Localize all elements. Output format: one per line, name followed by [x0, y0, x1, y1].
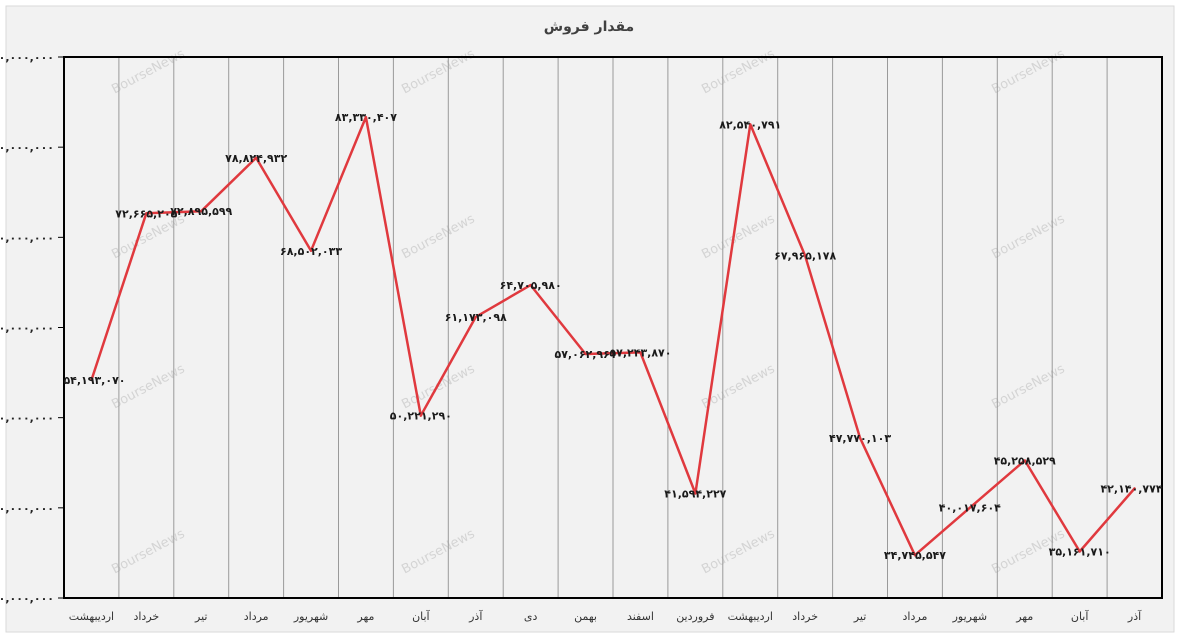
- data-label: ۸۲,۵۴۰,۷۹۱: [719, 118, 781, 131]
- chart-title: مقدار فروش: [544, 19, 634, 35]
- x-tick-label: بهمن: [574, 610, 597, 623]
- data-label: ۴۲,۱۴۰,۷۷۴: [1100, 483, 1162, 496]
- data-label: ۳۴,۷۴۵,۵۴۷: [884, 549, 946, 562]
- gridlines: [118, 57, 1108, 598]
- y-tick-label: ۷۰,۰۰۰,۰۰۰: [0, 231, 54, 244]
- x-tick-label: خرداد: [133, 610, 159, 623]
- y-tick-label: ۹۰,۰۰۰,۰۰۰: [0, 51, 54, 64]
- data-label: ۶۸,۵۰۲,۰۳۳: [280, 245, 342, 258]
- data-label: ۶۱,۱۷۳,۰۹۸: [445, 311, 507, 324]
- data-label: ۷۲,۸۹۵,۵۹۹: [170, 205, 232, 218]
- x-tick-label: خرداد: [792, 610, 818, 623]
- y-tick-label: ۵۰,۰۰۰,۰۰۰: [0, 412, 54, 425]
- y-tick-label: ۶۰,۰۰۰,۰۰۰: [0, 322, 54, 335]
- y-tick-label: ۸۰,۰۰۰,۰۰۰: [0, 141, 54, 154]
- chart-area: [5, 5, 1175, 633]
- plot-area-border: [63, 56, 1163, 599]
- x-tick-label: آذر: [468, 609, 483, 623]
- data-label: ۸۳,۳۳۰,۴۰۷: [335, 111, 397, 124]
- data-label: ۶۷,۹۶۵,۱۷۸: [774, 250, 836, 263]
- data-label: ۷۸,۸۲۴,۹۳۲: [225, 152, 287, 165]
- x-tick-label: تیر: [194, 610, 207, 623]
- data-label: ۴۱,۵۹۴,۲۲۷: [664, 487, 726, 500]
- x-tick-label: آبان: [1071, 609, 1089, 623]
- x-tick-label: اردیبهشت: [728, 610, 773, 623]
- data-label: ۵۴,۱۹۳,۰۷۰: [63, 374, 125, 387]
- data-label: ۴۵,۲۵۸,۵۲۹: [994, 454, 1056, 467]
- data-label: ۴۰,۰۱۷,۶۰۴: [939, 502, 1001, 515]
- y-axis: ۳۰,۰۰۰,۰۰۰ ۴۰,۰۰۰,۰۰۰ ۵۰,۰۰۰,۰۰۰ ۶۰,۰۰۰,۰۰۰…: [0, 51, 64, 605]
- x-tick-label: دی: [524, 610, 538, 623]
- x-tick-label: شهریور: [293, 610, 328, 623]
- data-label: ۵۷,۲۴۳,۸۷۰: [609, 346, 671, 359]
- x-tick-label: آذر: [1127, 609, 1142, 623]
- x-tick-label: آبان: [412, 609, 430, 623]
- series-layer: [90, 115, 1136, 557]
- x-tick-label: فروردین: [676, 610, 714, 623]
- x-axis: اردیبهشت خرداد تیر مرداد شهریور مهر آبان آذر دی ب…: [69, 609, 1142, 623]
- x-tick-label: مهر: [1015, 610, 1033, 623]
- data-label: ۷۲,۶۶۵,۲۰۵: [115, 207, 177, 220]
- x-tick-label: مرداد: [244, 610, 269, 623]
- x-tick-label: شهریور: [952, 610, 987, 623]
- y-tick-label: ۴۰,۰۰۰,۰۰۰: [0, 502, 54, 515]
- y-tick-label: ۳۰,۰۰۰,۰۰۰: [0, 592, 54, 605]
- data-label: ۵۰,۲۲۱,۲۹۰: [390, 410, 452, 423]
- data-label: ۵۷,۰۶۲,۹۶۱: [555, 348, 617, 361]
- series-line: [90, 115, 1136, 557]
- x-tick-label: اسفند: [627, 610, 654, 623]
- x-tick-label: اردیبهشت: [69, 610, 114, 623]
- x-tick-label: مهر: [356, 610, 374, 623]
- data-label: ۳۵,۱۶۱,۷۱۰: [1049, 545, 1111, 558]
- data-label: ۶۴,۷۰۵,۹۸۰: [500, 279, 562, 292]
- x-tick-label: مرداد: [903, 610, 928, 623]
- x-tick-label: تیر: [853, 610, 866, 623]
- data-label: ۴۷,۷۷۰,۱۰۳: [829, 432, 891, 445]
